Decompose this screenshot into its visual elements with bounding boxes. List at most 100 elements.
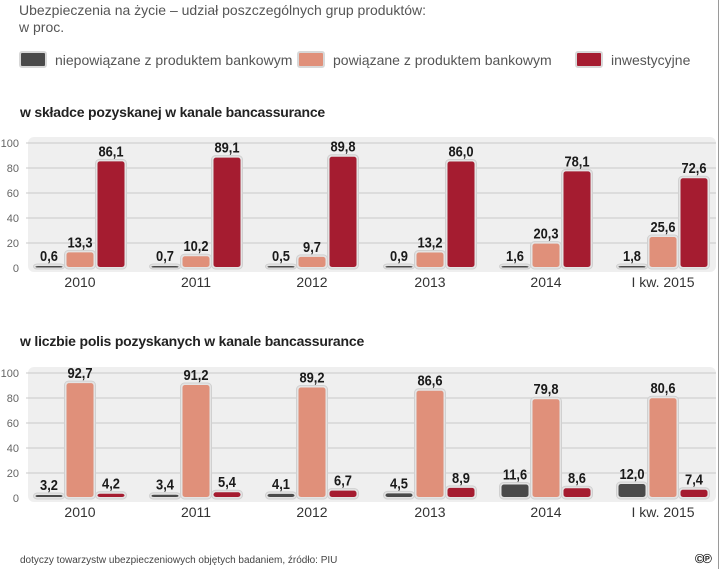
bar-i-kw-2015-series-2 bbox=[680, 489, 708, 497]
bar-2013-series-0 bbox=[385, 493, 413, 497]
legend-item-investment: inwestycyjne bbox=[575, 51, 690, 68]
data-label: 86,0 bbox=[448, 143, 473, 160]
data-label: 8,9 bbox=[452, 469, 470, 486]
plot-background bbox=[28, 367, 716, 502]
x-category-label: 2010 bbox=[64, 504, 95, 520]
data-label: 89,1 bbox=[214, 139, 239, 156]
data-label: 12,0 bbox=[619, 465, 644, 482]
bar-2011-series-1 bbox=[182, 385, 210, 497]
bar-2012-series-0 bbox=[267, 493, 295, 497]
y-tick-label: 100 bbox=[1, 368, 19, 380]
data-label: 3,4 bbox=[156, 476, 174, 493]
data-label: 4,1 bbox=[272, 475, 290, 492]
data-label: 92,7 bbox=[67, 364, 92, 381]
x-category-label: 2011 bbox=[181, 504, 211, 520]
data-label: 20,3 bbox=[533, 225, 558, 242]
source-footnote: dotyczy towarzystw ubezpieczeniowych obj… bbox=[20, 555, 338, 566]
bar-2010-series-2 bbox=[97, 493, 125, 497]
data-label: 4,2 bbox=[102, 475, 120, 492]
data-label: 4,5 bbox=[390, 474, 408, 491]
legend-swatch-related bbox=[297, 51, 325, 68]
data-label: 8,6 bbox=[568, 469, 586, 486]
y-tick-label: 60 bbox=[7, 188, 19, 200]
data-label: 7,4 bbox=[685, 471, 703, 488]
legend-label-related: powiązane z produktem bankowym bbox=[333, 51, 552, 68]
legend-label-investment: inwestycyjne bbox=[611, 51, 691, 68]
bar-2010-series-1 bbox=[66, 383, 94, 497]
bar-2011-series-0 bbox=[151, 494, 179, 497]
x-category-label: 2014 bbox=[530, 274, 561, 290]
data-label: 13,2 bbox=[417, 234, 442, 251]
bar-2014-series-2 bbox=[563, 488, 591, 497]
bar-i-kw-2015-series-0 bbox=[618, 266, 646, 268]
data-label: 9,7 bbox=[303, 238, 321, 255]
y-tick-label: 0 bbox=[13, 263, 19, 275]
data-label: 72,6 bbox=[681, 159, 706, 176]
bar-2012-series-1 bbox=[298, 387, 326, 497]
bar-2011-series-2 bbox=[213, 492, 241, 497]
bar-i-kw-2015-series-0 bbox=[618, 484, 646, 497]
bar-i-kw-2015-series-2 bbox=[680, 178, 708, 267]
data-label: 13,3 bbox=[67, 233, 92, 250]
data-label: 11,6 bbox=[503, 466, 528, 483]
legend-item-unrelated: niepowiązane z produktem bankowym bbox=[19, 51, 292, 68]
bar-i-kw-2015-series-1 bbox=[649, 398, 677, 497]
data-label: 5,4 bbox=[218, 473, 236, 490]
chart-policy-count-share: 0 20 40 60 80 100 3,2 92,7 4,2 2010 3,4 91,2 5,4 2011… bbox=[1, 364, 716, 520]
y-tick-label: 60 bbox=[7, 418, 19, 430]
data-label: 1,6 bbox=[506, 247, 524, 264]
bar-2010-series-2 bbox=[97, 161, 125, 267]
bar-2012-series-1 bbox=[298, 256, 326, 267]
bar-2010-series-1 bbox=[66, 252, 94, 267]
y-tick-label: 80 bbox=[7, 163, 19, 175]
x-category-label: 2013 bbox=[414, 504, 445, 520]
data-label: 0,5 bbox=[272, 247, 290, 264]
data-label: 6,7 bbox=[334, 472, 352, 489]
title-line-2: w proc. bbox=[19, 19, 65, 35]
title-line-1: Ubezpieczenia na życie – udział poszczeg… bbox=[19, 2, 427, 18]
y-tick-label: 100 bbox=[1, 138, 19, 150]
bar-2011-series-2 bbox=[213, 157, 241, 267]
bar-2014-series-0 bbox=[501, 484, 529, 497]
y-tick-label: 20 bbox=[7, 468, 19, 480]
data-label: 3,2 bbox=[40, 476, 58, 493]
data-label: 89,2 bbox=[299, 369, 324, 386]
data-label: 89,8 bbox=[330, 138, 355, 155]
x-category-label: 2011 bbox=[181, 274, 211, 290]
data-label: 0,7 bbox=[156, 247, 174, 264]
x-category-label: I kw. 2015 bbox=[631, 274, 694, 290]
data-label: 25,6 bbox=[650, 218, 675, 235]
bar-2013-series-1 bbox=[416, 390, 444, 497]
chart-premium-share: 0 20 40 60 80 100 0,6 13,3 86,1 2010 0,7 10,2 89,1 20… bbox=[1, 137, 716, 290]
bar-2013-series-0 bbox=[385, 266, 413, 268]
x-category-label: 2012 bbox=[296, 274, 327, 290]
bar-2012-series-0 bbox=[267, 266, 295, 268]
data-label: 78,1 bbox=[564, 152, 589, 169]
data-label: 86,1 bbox=[98, 142, 123, 159]
bar-2013-series-1 bbox=[416, 252, 444, 267]
chart-1-title: w składce pozyskanej w kanale bancassura… bbox=[20, 104, 326, 120]
x-category-label: I kw. 2015 bbox=[631, 504, 694, 520]
legend-item-related: powiązane z produktem bankowym bbox=[297, 51, 552, 68]
x-category-label: 2013 bbox=[414, 274, 445, 290]
x-category-label: 2012 bbox=[296, 504, 327, 520]
x-category-label: 2014 bbox=[530, 504, 561, 520]
bar-2014-series-0 bbox=[501, 266, 529, 268]
bar-2011-series-0 bbox=[151, 266, 179, 268]
copyright-icon: ©℗ bbox=[694, 551, 712, 566]
x-category-label: 2010 bbox=[64, 274, 95, 290]
y-tick-label: 20 bbox=[7, 238, 19, 250]
legend-swatch-unrelated bbox=[19, 51, 47, 68]
y-tick-label: 80 bbox=[7, 393, 19, 405]
plot-background bbox=[28, 137, 716, 272]
data-label: 91,2 bbox=[183, 366, 208, 383]
y-tick-label: 40 bbox=[7, 443, 19, 455]
data-label: 1,8 bbox=[623, 247, 641, 264]
infographic-title: Ubezpieczenia na życie – udział poszczeg… bbox=[19, 2, 426, 36]
bar-2014-series-2 bbox=[563, 171, 591, 267]
bar-2014-series-1 bbox=[532, 243, 560, 267]
bar-2010-series-0 bbox=[35, 266, 63, 268]
bar-2011-series-1 bbox=[182, 256, 210, 267]
data-label: 0,9 bbox=[390, 247, 408, 264]
data-label: 79,8 bbox=[533, 380, 558, 397]
